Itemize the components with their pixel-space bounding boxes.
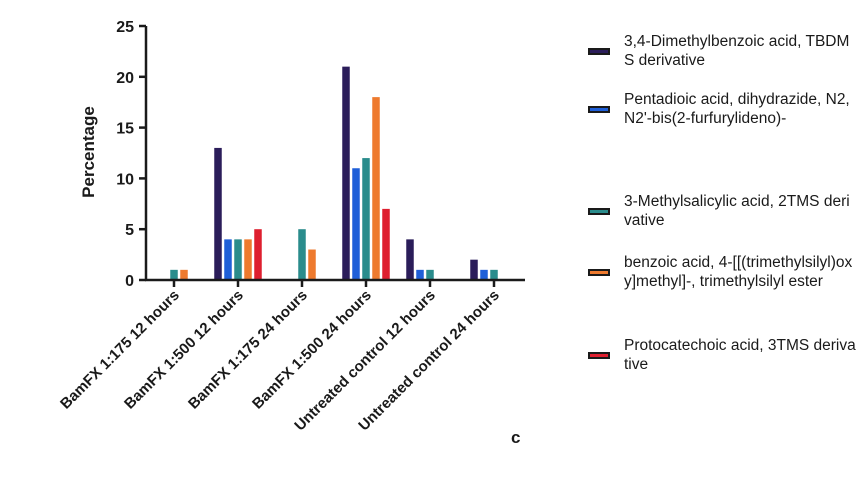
y-tick-label: 25 xyxy=(116,19,134,36)
bar xyxy=(180,269,188,280)
legend-label: Pentadioic acid, dihydrazide, N2,N2'-bis… xyxy=(624,91,850,127)
bar xyxy=(416,269,424,280)
legend-swatch xyxy=(588,351,610,359)
bar xyxy=(362,158,370,280)
legend-item: benzoic acid, 4-[[(trimethylsilyl)oxy]me… xyxy=(588,253,856,291)
legend-item: 3-Methylsalicylic acid, 2TMS derivative xyxy=(588,192,856,230)
bar xyxy=(224,239,232,280)
bar xyxy=(406,239,414,280)
x-tick-label: BamFX 1:500 24 hours xyxy=(249,287,375,413)
bar xyxy=(214,147,222,280)
legend-label: benzoic acid, 4-[[(trimethylsilyl)oxy]me… xyxy=(624,254,853,290)
bar xyxy=(254,229,262,280)
x-tick-label: BamFX 1:500 12 hours xyxy=(121,287,247,413)
legend-item: 3,4-Dimethylbenzoic acid, TBDMS derivati… xyxy=(588,32,856,70)
legend-swatch xyxy=(588,207,610,215)
bar xyxy=(352,168,360,280)
bar xyxy=(342,66,350,280)
y-tick-label: 15 xyxy=(116,121,134,138)
bar xyxy=(234,239,242,280)
bar xyxy=(490,269,498,280)
x-tick-label: BamFX 1:175 12 hours xyxy=(57,287,183,413)
bar xyxy=(426,269,434,280)
bar xyxy=(170,269,178,280)
y-axis-label: Percentage xyxy=(79,106,98,198)
bar xyxy=(382,208,390,280)
y-tick-label: 10 xyxy=(116,171,134,188)
y-tick-label: 20 xyxy=(116,70,134,87)
bar xyxy=(308,249,316,280)
panel-label: c xyxy=(511,428,521,447)
legend-label: Protocatechoic acid, 3TMS derivative xyxy=(624,337,856,373)
x-tick-label: BamFX 1:175 24 hours xyxy=(185,287,311,413)
y-tick-label: 0 xyxy=(125,273,134,290)
legend-item: Pentadioic acid, dihydrazide, N2,N2'-bis… xyxy=(588,90,856,128)
bar xyxy=(298,229,306,280)
legend-label: 3,4-Dimethylbenzoic acid, TBDMS derivati… xyxy=(624,33,850,69)
legend-swatch xyxy=(588,268,610,276)
legend-item: Protocatechoic acid, 3TMS derivative xyxy=(588,336,856,374)
y-axis: 0 5 10 15 20 25 xyxy=(116,19,148,290)
legend-swatch xyxy=(588,47,610,55)
legend-swatch xyxy=(588,105,610,113)
y-tick-label: 5 xyxy=(125,222,134,239)
bar xyxy=(480,269,488,280)
x-tick-label: Untreated control 24 hours xyxy=(355,287,503,435)
bar xyxy=(470,259,478,280)
bar xyxy=(244,239,252,280)
legend-label: 3-Methylsalicylic acid, 2TMS derivative xyxy=(624,193,850,229)
bars xyxy=(170,66,498,281)
bar xyxy=(372,97,380,281)
